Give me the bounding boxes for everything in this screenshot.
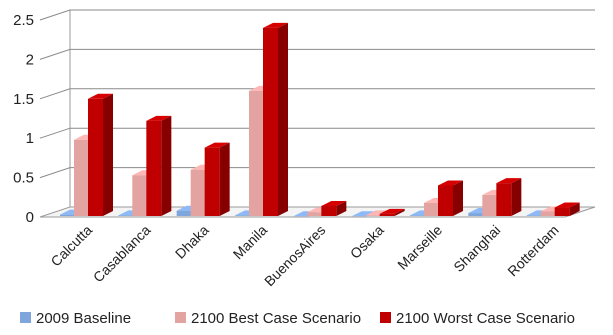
bar-top xyxy=(263,22,288,28)
x-tick-label: BuenosAires xyxy=(261,222,328,289)
bar-front xyxy=(438,185,453,216)
gridline xyxy=(39,88,595,100)
y-axis-ticks: 0 0.5 1 1.5 2 2.5 xyxy=(13,12,34,226)
x-tick-label: Rotterdam xyxy=(504,222,562,280)
bar-front xyxy=(496,183,512,216)
bar-side xyxy=(453,180,463,216)
legend: 2009 Baseline 2100 Best Case Scenario 2100… xyxy=(20,310,575,327)
y-tick-label: 1.5 xyxy=(13,91,34,108)
bar-front xyxy=(540,211,556,216)
bar-front xyxy=(379,213,395,216)
gridline xyxy=(39,127,595,139)
bar-front xyxy=(365,215,381,216)
legend-swatch xyxy=(20,312,31,323)
bar-front xyxy=(235,215,250,216)
x-tick-label: Casablanca xyxy=(90,222,154,286)
legend-swatch xyxy=(175,312,186,323)
bar-front xyxy=(118,215,134,216)
bar-side xyxy=(278,22,288,216)
bar-top xyxy=(321,200,347,206)
bar-front xyxy=(74,139,89,216)
bar-front xyxy=(307,212,323,216)
bar-top xyxy=(554,202,580,208)
bar-front xyxy=(526,215,542,216)
bar-top xyxy=(351,211,377,217)
bar-front xyxy=(204,147,220,216)
x-tick-label: Dhaka xyxy=(172,222,212,262)
y-tick-label: 0 xyxy=(26,209,34,226)
bar-2-2 xyxy=(204,142,230,216)
y-tick-label: 2 xyxy=(26,51,34,68)
bar-2-6 xyxy=(438,180,463,216)
bar-side xyxy=(394,208,405,216)
bar-2-0 xyxy=(88,93,113,216)
x-tick-label: Calcutta xyxy=(47,222,95,270)
bar-front xyxy=(554,207,570,216)
legend-item: 2100 Best Case Scenario xyxy=(175,310,361,327)
bar-top xyxy=(496,178,522,184)
bar-2-1 xyxy=(146,115,172,216)
bar-front xyxy=(468,213,484,216)
bar-side xyxy=(569,202,580,216)
gridline xyxy=(39,167,595,179)
bar-front xyxy=(88,98,103,216)
bar-front xyxy=(321,205,337,216)
bars xyxy=(60,22,580,217)
gridline xyxy=(39,9,595,21)
bar-2-7 xyxy=(496,178,522,216)
legend-item: 2009 Baseline xyxy=(20,310,131,327)
legend-item: 2100 Worst Case Scenario xyxy=(380,310,575,327)
x-tick-label: Marseille xyxy=(394,222,445,273)
bar-front xyxy=(249,90,264,216)
bar-2-4 xyxy=(321,200,347,216)
bar-top xyxy=(438,180,463,186)
bar-side xyxy=(219,142,230,216)
bar-front xyxy=(263,27,278,216)
bar-top xyxy=(204,142,230,148)
legend-label: 2100 Best Case Scenario xyxy=(191,310,361,327)
bar-front xyxy=(176,210,192,216)
bar-front xyxy=(190,169,206,216)
bar-2-5 xyxy=(379,208,405,216)
bar-top xyxy=(379,208,405,214)
y-tick-label: 1 xyxy=(26,130,34,147)
bar-2-3 xyxy=(263,22,288,216)
bar-side xyxy=(161,115,172,216)
legend-label: 2100 Worst Case Scenario xyxy=(396,310,575,327)
bar-front xyxy=(482,194,498,216)
bar-top xyxy=(146,115,172,121)
bar-front xyxy=(410,215,425,216)
x-tick-label: Shanghai xyxy=(450,222,503,275)
y-tick-label: 0.5 xyxy=(13,170,34,187)
bar-front xyxy=(60,214,75,216)
bar-side xyxy=(336,200,347,216)
bar-side xyxy=(103,93,113,216)
legend-swatch xyxy=(380,312,391,323)
bar-top xyxy=(88,93,113,99)
y-tick-label: 2.5 xyxy=(13,12,34,29)
gridline xyxy=(39,48,595,60)
bar-2-8 xyxy=(554,202,580,216)
bar-side xyxy=(511,178,522,216)
legend-label: 2009 Baseline xyxy=(36,310,131,327)
x-tick-label: Manila xyxy=(230,222,271,263)
x-tick-label: Osaka xyxy=(347,222,387,262)
bar-front xyxy=(424,202,439,216)
bar-front xyxy=(132,175,148,216)
bar-front xyxy=(146,120,162,216)
